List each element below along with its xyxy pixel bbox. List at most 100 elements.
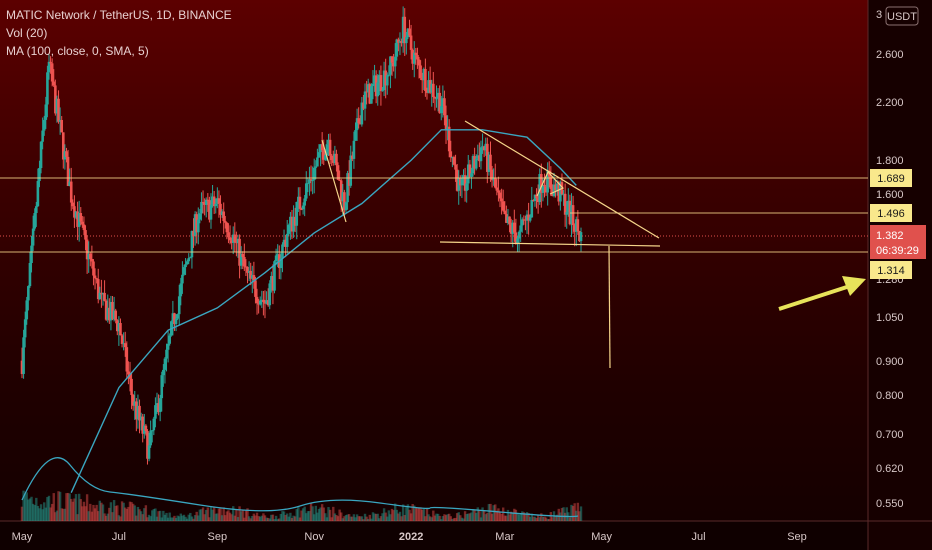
candle-body <box>498 192 502 199</box>
candle-body <box>338 179 341 181</box>
candle-body <box>425 90 429 93</box>
volume-bar <box>386 516 389 521</box>
volume-bar <box>555 514 559 521</box>
candle-body <box>462 175 465 179</box>
legend: MATIC Network / TetherUS, 1D, BINANCE Vo… <box>6 6 232 60</box>
y-tick-label: 0.800 <box>876 390 904 402</box>
volume-bar <box>548 519 551 521</box>
volume-bar <box>257 516 260 521</box>
candle-body <box>468 164 472 178</box>
volume-bar <box>131 503 135 521</box>
candle-body <box>530 199 534 218</box>
y-tick-label: 0.700 <box>876 429 904 441</box>
descending-trendline <box>464 120 660 239</box>
candle-body <box>95 278 98 280</box>
candle-body <box>436 92 440 99</box>
volume-bar <box>46 497 49 521</box>
candle-body <box>136 405 140 420</box>
volume-bar <box>286 513 289 521</box>
candle-body <box>366 84 370 93</box>
volume-bar <box>320 504 324 521</box>
volume-bar <box>35 497 38 521</box>
volume-bar <box>76 514 79 521</box>
candle-body <box>60 120 64 133</box>
candle-body <box>209 204 213 220</box>
candle-body <box>341 192 345 202</box>
legend-ma[interactable]: MA (100, close, 0, SMA, 5) <box>6 44 149 58</box>
volume-bar <box>433 515 437 521</box>
volume-bar <box>224 515 227 521</box>
volume-bar <box>511 512 514 521</box>
candle-body <box>222 211 225 221</box>
volume-bar <box>68 493 71 521</box>
candle-body <box>287 225 291 234</box>
volume-bar <box>549 512 553 521</box>
candle-body <box>432 83 435 98</box>
candle-body <box>168 335 171 344</box>
volume-bar <box>181 515 184 521</box>
candle-body <box>108 307 111 321</box>
volume-bar <box>273 519 276 521</box>
candle-body <box>414 52 418 56</box>
last-price-label: 1.382 <box>876 230 904 242</box>
candle-body <box>570 205 573 225</box>
volume-bar <box>471 509 475 521</box>
volume-bar <box>141 514 144 521</box>
volume-bar <box>44 507 48 521</box>
candle-body <box>211 196 214 205</box>
candle-body <box>133 401 137 406</box>
volume-bar <box>271 514 275 521</box>
volume-bar <box>311 506 314 521</box>
volume-bar <box>278 518 281 521</box>
volume-bar <box>144 505 148 521</box>
volume-bar <box>540 513 543 521</box>
candle-body <box>147 445 151 459</box>
candle-body <box>446 126 449 130</box>
volume-bar <box>54 512 57 521</box>
volume-bar <box>281 511 284 521</box>
candle-body <box>84 230 87 240</box>
candle-body <box>162 369 165 376</box>
candle-body <box>125 347 129 372</box>
candle-body <box>119 323 122 336</box>
candle-body <box>44 104 48 120</box>
volume-bar <box>346 514 349 521</box>
legend-title[interactable]: MATIC Network / TetherUS, 1D, BINANCE <box>6 8 232 22</box>
legend-volume[interactable]: Vol (20) <box>6 26 48 40</box>
candle-body <box>422 68 426 81</box>
candle-body <box>465 183 468 191</box>
candle-body <box>351 155 354 159</box>
candle-body <box>241 253 245 258</box>
volume-bar <box>562 507 565 521</box>
volume-bar <box>63 508 67 521</box>
volume-bar <box>387 510 391 521</box>
candle-body <box>184 264 187 268</box>
volume-bar <box>225 511 229 521</box>
volume-bar <box>551 517 554 521</box>
volume-bar <box>249 518 252 521</box>
candle-body <box>281 244 284 259</box>
candle-body <box>293 216 297 226</box>
volume-bar <box>367 518 370 521</box>
volume-bar <box>197 515 200 521</box>
candle-body <box>196 219 200 233</box>
candle-body <box>335 153 338 166</box>
candle-body <box>219 203 222 215</box>
currency-label: USDT <box>887 11 917 23</box>
candle-body <box>330 155 333 161</box>
volume-bar <box>92 504 95 521</box>
candle-body <box>50 63 54 82</box>
candle-body <box>398 41 402 43</box>
volume-bar <box>246 508 249 521</box>
volume-bar <box>324 513 327 521</box>
candle-body <box>441 98 445 107</box>
volume-bar <box>460 517 464 521</box>
candle-body <box>41 130 44 142</box>
candle-body <box>354 130 357 141</box>
volume-bar <box>289 512 292 521</box>
volume-bar <box>162 510 165 521</box>
volume-bar <box>578 511 581 521</box>
candle-body <box>112 310 116 320</box>
volume-bar <box>335 514 338 521</box>
